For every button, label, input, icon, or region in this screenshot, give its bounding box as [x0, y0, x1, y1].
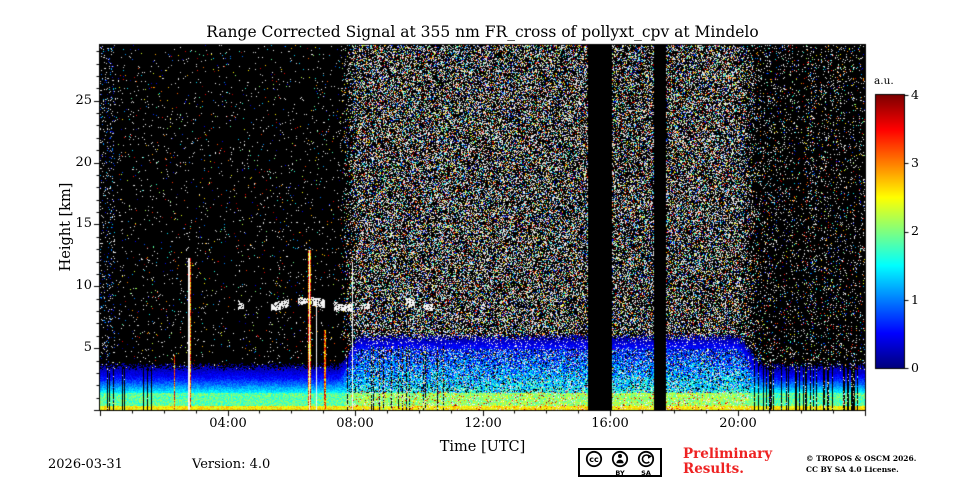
y-tick-15: 15: [75, 216, 92, 231]
y-tick-10: 10: [75, 278, 92, 293]
colorbar-tick-0: 0: [911, 360, 919, 375]
colorbar-tick-1: 1: [911, 292, 919, 307]
x-tick-2000: 20:00: [719, 416, 757, 431]
y-tick-25: 25: [75, 93, 92, 108]
x-tick-0400: 04:00: [209, 416, 247, 431]
copyright-note: © TROPOS & OSCM 2026. CC BY SA 4.0 Licen…: [806, 454, 917, 474]
badge-sa-label: SA: [641, 469, 651, 477]
x-tick-1200: 12:00: [464, 416, 502, 431]
colorbar-tick-3: 3: [911, 155, 919, 170]
cc-icon: cc: [585, 450, 603, 468]
svg-text:cc: cc: [589, 455, 599, 464]
cc-sa-arrow-icon: [637, 450, 655, 468]
cc-by-sa-badge-icon: cc BY SA: [578, 448, 662, 477]
y-tick-5: 5: [83, 340, 92, 355]
preliminary-results-note: Preliminary Results.: [683, 446, 773, 478]
cc-by-person-icon: [611, 450, 629, 468]
colorbar-tick-2: 2: [911, 223, 919, 238]
x-tick-0800: 08:00: [336, 416, 374, 431]
version-label: Version: 4.0: [192, 457, 271, 472]
colorbar-tick-4: 4: [911, 87, 919, 102]
y-tick-20: 20: [75, 155, 92, 170]
chart-title: Range Corrected Signal at 355 nm FR_cros…: [206, 23, 759, 41]
x-axis-label: Time [UTC]: [439, 439, 526, 455]
measurement-date: 2026-03-31: [48, 457, 123, 472]
x-tick-1600: 16:00: [591, 416, 629, 431]
badge-by-label: BY: [615, 469, 625, 477]
colorbar-unit-label: a.u.: [874, 75, 894, 87]
